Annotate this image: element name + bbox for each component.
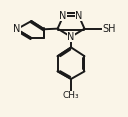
Text: N: N (67, 32, 75, 42)
Text: N: N (13, 24, 20, 34)
Text: N: N (75, 11, 83, 21)
Text: SH: SH (102, 24, 116, 34)
Text: N: N (59, 11, 67, 21)
Text: CH₃: CH₃ (63, 91, 79, 100)
